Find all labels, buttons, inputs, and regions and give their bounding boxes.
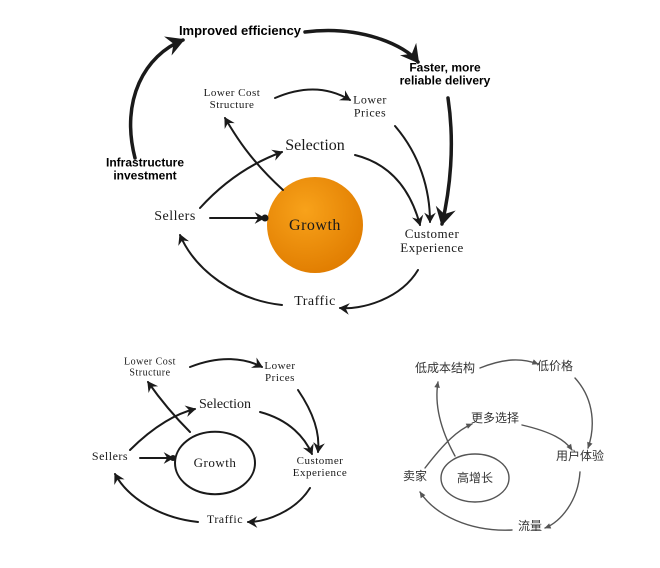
- bottom-right-flywheel-cn: 高增长 更多选择 低成本结构 低价格用户体验流量 卖家: [403, 358, 604, 533]
- node-label: Infrastructureinvestment: [106, 155, 184, 182]
- node-label: 卖家: [403, 468, 427, 483]
- node-label: 低价格: [537, 358, 573, 373]
- arrow: [180, 235, 282, 305]
- arrow: [200, 152, 282, 208]
- node-label: Lower CostStructure: [204, 87, 261, 111]
- arrow: [260, 412, 312, 454]
- node-label: CustomerExperience: [400, 226, 463, 255]
- arrow: [425, 424, 472, 468]
- node-label: 用户体验: [556, 448, 604, 463]
- arrow: [522, 425, 572, 450]
- arrow: [130, 409, 195, 450]
- arrow: [305, 31, 418, 62]
- arrow: [575, 378, 592, 448]
- node-label: Sellers: [154, 209, 196, 224]
- node-label: Selection: [285, 137, 345, 154]
- arrow: [442, 98, 451, 224]
- arrow: [248, 488, 310, 522]
- bottom-left-flywheel: Growth Selection Lower CostStructure LowerP…: [92, 357, 347, 527]
- arrow: [275, 90, 350, 100]
- arrow: [340, 270, 418, 308]
- node-label: Growth: [194, 455, 237, 470]
- arrow: [355, 155, 420, 225]
- node-label: Growth: [289, 217, 341, 234]
- arrow: [190, 359, 262, 367]
- arrow: [298, 390, 318, 452]
- arrow: [545, 472, 580, 528]
- node-label: Faster, morereliable delivery: [400, 60, 491, 87]
- node-label: Improved efficiency: [179, 23, 302, 38]
- arrow: [395, 126, 430, 222]
- arrow: [115, 474, 198, 522]
- node-label: 更多选择: [471, 411, 519, 425]
- node-label: CustomerExperience: [293, 455, 347, 479]
- arrow: [131, 40, 183, 158]
- arrow: [420, 492, 512, 530]
- node-label: Traffic: [207, 512, 243, 526]
- node-label: 低成本结构: [415, 360, 475, 375]
- node-label: Sellers: [92, 449, 128, 463]
- node-label: LowerPrices: [264, 360, 295, 384]
- node-label: 高增长: [457, 470, 493, 485]
- node-label: LowerPrices: [353, 92, 387, 119]
- br-edges: [420, 360, 592, 530]
- node-label: Traffic: [294, 294, 336, 309]
- bl-labels: Growth Selection Lower CostStructure LowerP…: [92, 357, 347, 527]
- node-label: Selection: [199, 397, 251, 412]
- node-label: 流量: [518, 519, 542, 533]
- arrow: [437, 382, 455, 456]
- arrow: [480, 360, 538, 368]
- flywheel-diagrams: Growth Selection Lower CostStructure LowerP…: [0, 0, 660, 568]
- arrow: [148, 382, 190, 432]
- node-label: Lower CostStructure: [124, 357, 176, 379]
- top-flywheel: Growth Selection Lower CostStructure LowerP…: [106, 23, 491, 309]
